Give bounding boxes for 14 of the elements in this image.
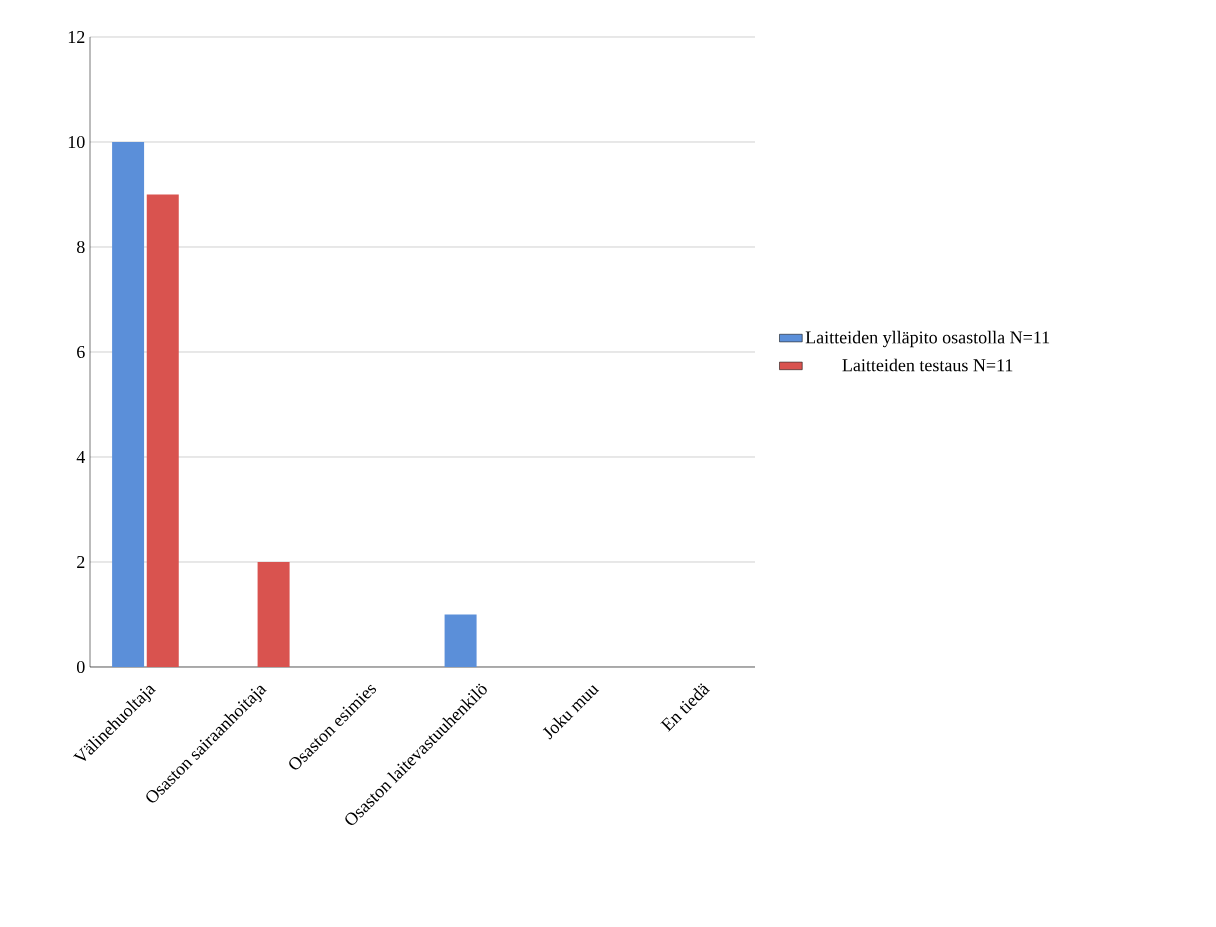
bar [444, 614, 477, 667]
y-tick-label: 8 [76, 240, 85, 254]
y-tick-label: 6 [77, 345, 85, 359]
y-tick-label: 10 [68, 135, 85, 149]
legend-label: Laitteiden ylläpito osastolla N=11 [805, 330, 1050, 348]
y-tick-label: 2 [77, 556, 85, 568]
bar [112, 141, 145, 667]
bar [146, 194, 179, 667]
y-tick-label: 12 [68, 31, 85, 43]
x-tick-label: Joku muu [542, 685, 600, 740]
y-tick-label: 4 [76, 451, 86, 463]
legend-label: Laitteiden testaus N=11 [842, 358, 1013, 372]
y-tick-label: 0 [76, 660, 85, 674]
bar [257, 561, 290, 667]
